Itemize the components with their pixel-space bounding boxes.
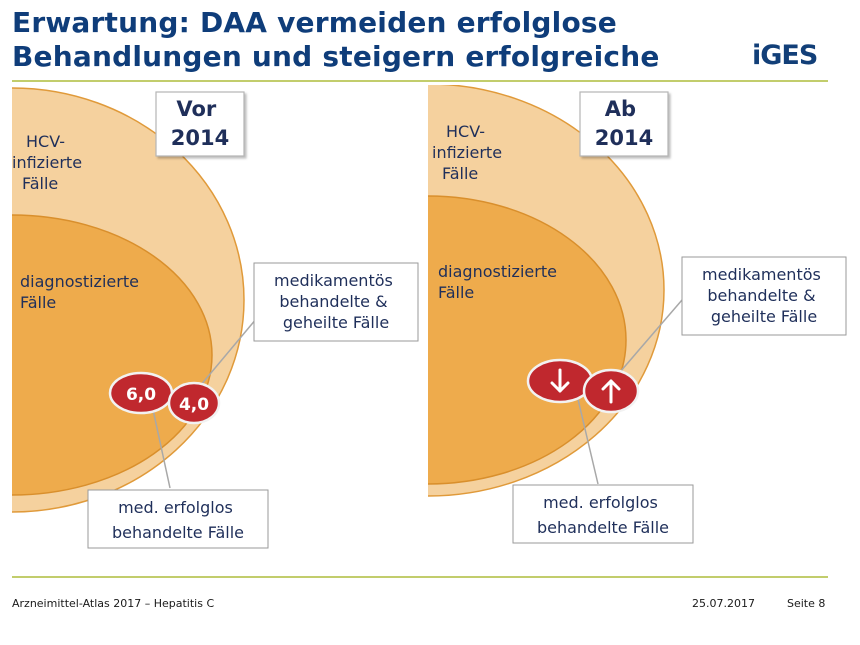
arrow-down-icon [550, 368, 570, 393]
failure-label: med. erfolglos behandelte Fälle [112, 498, 244, 542]
failure-connector [576, 394, 599, 485]
failure-label-line-2: behandelte Fälle [112, 523, 244, 542]
inner-label-line-2: Fälle [20, 293, 56, 312]
badge-successful [167, 381, 221, 425]
inner-circle-diagnosed [428, 195, 627, 485]
success-connector [619, 299, 683, 373]
success-label-box [681, 256, 847, 336]
footer-rule [12, 576, 828, 578]
title-line-1: Erwartung: DAA vermeiden erfolglose [12, 6, 617, 39]
outer-label-line-1: HCV- [26, 132, 65, 151]
failure-label-line-1: med. erfolglos [118, 498, 233, 517]
badge-unsuccessful-value: 6,0 [126, 385, 156, 405]
period-line-2: 2014 [171, 126, 229, 150]
period-label: Vor 2014 [171, 97, 229, 150]
period-label: Ab 2014 [595, 97, 653, 150]
success-label-line-2: behandelte & [279, 292, 387, 311]
footer-date: 25.07.2017 [692, 597, 755, 610]
outer-label-line-2: infizierte [12, 153, 82, 172]
badge-successful-value: 4,0 [179, 395, 209, 415]
outer-label: HCV- infizierte Fälle [12, 132, 87, 193]
inner-label: diagnostizierte Fälle [20, 272, 144, 312]
success-label-line-1: medikamentös [274, 271, 393, 290]
success-label-box [253, 262, 419, 342]
inner-label: diagnostizierte Fälle [438, 262, 562, 302]
outer-label-line-1: HCV- [446, 122, 485, 141]
panel-before-2014: HCV- infizierte Fälle diagnostizierte Fä… [12, 87, 419, 549]
inner-label-line-1: diagnostizierte [20, 272, 139, 291]
failure-label-line-1: med. erfolglos [543, 493, 658, 512]
inner-circle-diagnosed [12, 214, 213, 496]
period-line-1: Ab [605, 97, 636, 121]
failure-label-line-2: behandelte Fälle [537, 518, 669, 537]
success-label-line-3: geheilte Fälle [711, 307, 817, 326]
success-label-line-1: medikamentös [702, 265, 821, 284]
arrow-up-icon [601, 379, 621, 404]
title-line-2: Behandlungen und steigern erfolgreiche [12, 40, 660, 73]
panel-from-2014: HCV- infizierte Fälle diagnostizierte Fä… [428, 85, 847, 544]
header-rule [12, 80, 828, 82]
iges-logo: iGES [752, 40, 818, 71]
footer-page-number: Seite 8 [787, 597, 826, 610]
failure-label-box [512, 484, 694, 544]
success-label-line-2: behandelte & [707, 286, 815, 305]
failure-label-box [87, 489, 269, 549]
period-line-2: 2014 [595, 126, 653, 150]
success-connector [199, 311, 263, 387]
outer-label-line-3: Fälle [22, 174, 58, 193]
period-box [579, 91, 669, 157]
success-label: medikamentös behandelte & geheilte Fälle [702, 265, 826, 326]
inner-label-line-2: Fälle [438, 283, 474, 302]
inner-label-line-1: diagnostizierte [438, 262, 557, 281]
success-label-line-3: geheilte Fälle [283, 313, 389, 332]
period-box [155, 91, 245, 157]
footer-source: Arzneimittel-Atlas 2017 – Hepatitis C [12, 597, 215, 610]
success-label: medikamentös behandelte & geheilte Fälle [274, 271, 398, 332]
outer-label: HCV- infizierte Fälle [432, 122, 507, 183]
failure-label: med. erfolglos behandelte Fälle [537, 493, 669, 537]
outer-label-line-2: infizierte [432, 143, 502, 162]
outer-label-line-3: Fälle [442, 164, 478, 183]
slide-title: Erwartung: DAA vermeiden erfolglose Beha… [12, 6, 660, 74]
failure-connector [151, 404, 171, 489]
period-line-1: Vor [176, 97, 217, 121]
